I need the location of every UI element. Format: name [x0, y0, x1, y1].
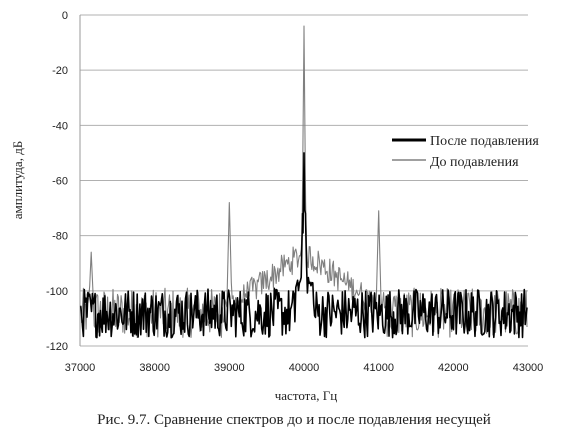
- x-tick-label-6: 43000: [513, 362, 544, 374]
- y-tick-label-4: -80: [52, 231, 68, 243]
- x-axis-label: частота, Гц: [275, 388, 338, 403]
- y-tick-label-6: -120: [46, 341, 68, 353]
- x-tick-label-0: 37000: [65, 362, 96, 374]
- legend-label-before: До подавления: [430, 155, 519, 170]
- series-line-after: [79, 152, 528, 339]
- x-tick-label-2: 39000: [214, 362, 245, 374]
- x-tick-label-3: 40000: [289, 362, 320, 374]
- y-axis-label: амплитуда, дБ: [10, 141, 25, 220]
- legend: После подавления До подавления: [392, 134, 539, 170]
- y-tick-label-0: 0: [62, 10, 68, 22]
- x-tick-label-1: 38000: [139, 362, 170, 374]
- y-tick-labels: 0 -20 -40 -60 -80 -100 -120: [46, 10, 68, 353]
- series-lines: [79, 25, 528, 339]
- x-tick-labels: 37000 38000 39000 40000 41000 42000 43000: [65, 362, 544, 374]
- y-tick-label-1: -20: [52, 65, 68, 77]
- legend-label-after: После подавления: [430, 134, 539, 149]
- y-tick-label-3: -60: [52, 176, 68, 188]
- y-tick-label-2: -40: [52, 120, 68, 132]
- grid-lines: [79, 14, 528, 347]
- x-tick-label-5: 42000: [438, 362, 469, 374]
- x-tick-label-4: 41000: [363, 362, 394, 374]
- figure-caption: Рис. 9.7. Сравнение спектров до и после …: [97, 412, 491, 428]
- y-tick-label-5: -100: [46, 286, 68, 298]
